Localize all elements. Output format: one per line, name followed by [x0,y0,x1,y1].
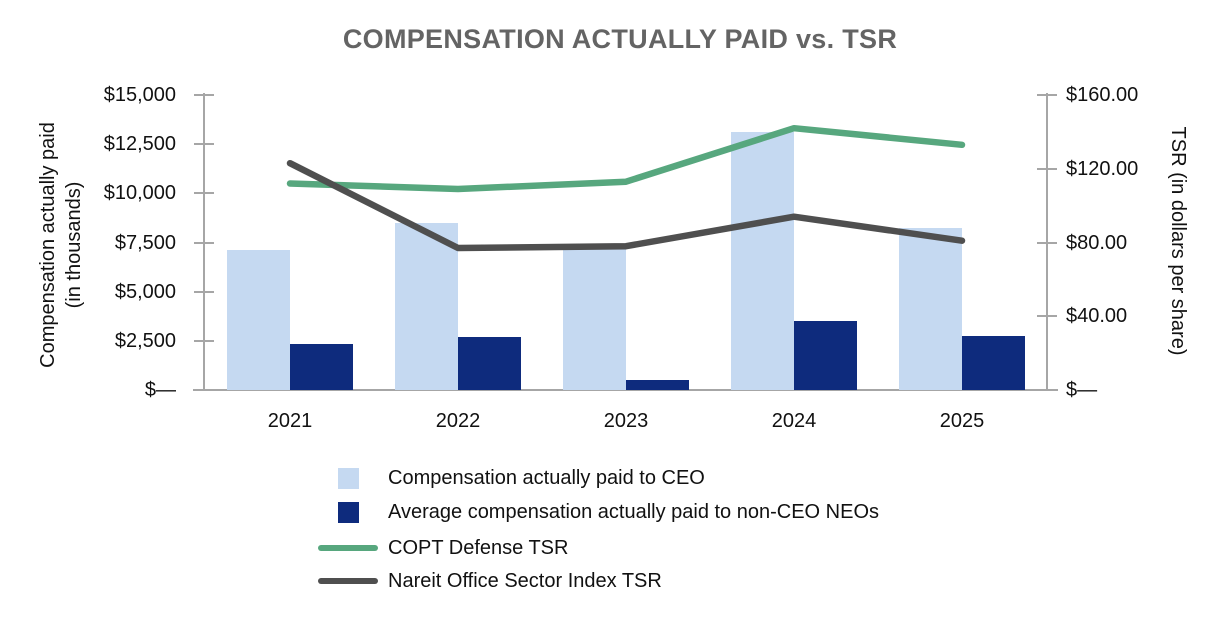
y-axis-right-label: $160.00 [1066,84,1139,106]
y-axis-left-label: $15,000 [103,84,176,106]
y-axis-left-tick [194,94,214,96]
y-axis-left-label: $7,500 [114,231,176,254]
line-series-copt-defense-tsr [286,124,966,193]
y-axis-left-tick [194,241,214,244]
y-axis-right-tick [1037,167,1057,170]
legend-item-neo: Average compensation actually paid to no… [318,500,879,524]
y-axis-right-label: $80.00 [1066,231,1128,254]
x-axis-label-2022: 2022 [435,410,481,432]
y-axis-right-label: $40.00 [1066,305,1128,328]
x-axis-label-2024: 2024 [771,410,817,432]
bar-neo-2021 [290,343,353,390]
legend-label-copt-tsr: COPT Defense TSR [388,537,569,559]
x-axis-label-2021: 2021 [267,410,313,432]
y-axis-right-tick [1037,389,1057,391]
y-axis-left-tick [194,192,214,195]
y-axis-left-tick [194,389,214,391]
legend-item-ceo: Compensation actually paid to CEO [318,466,705,490]
left-axis-title-line1: Compensation actually paid [37,122,59,368]
y-axis-left-label: $12,500 [103,133,176,156]
bar-ceo-2021 [227,250,290,390]
y-axis-right-tick [1037,241,1057,244]
legend-swatch-neo-bar [338,501,359,523]
x-axis-line [193,389,1058,391]
legend-label-ceo: Compensation actually paid to CEO [388,467,705,489]
legend-swatch-nareit-line [318,578,378,584]
bar-neo-2024 [794,321,857,390]
x-axis-label-2023: 2023 [603,410,649,432]
bar-ceo-2025 [899,227,962,390]
y-axis-left-label: $5,000 [114,280,176,303]
bar-ceo-2022 [395,222,458,390]
y-axis-left-tick [194,290,214,293]
chart-title: COMPENSATION ACTUALLY PAID vs. TSR [342,24,898,54]
legend-swatch-copt-line [318,545,378,551]
y-axis-left-tick [194,143,214,146]
y-axis-right-label: $120.00 [1066,157,1139,180]
y-axis-left-tick [194,339,214,342]
y-axis-right-tick [1037,94,1057,96]
y-axis-right-label: $— [1066,379,1098,401]
y-axis-left-label: $— [144,379,176,401]
bar-neo-2022 [458,336,521,390]
legend-swatch-ceo-bar [338,467,359,489]
bar-ceo-2024 [731,132,794,390]
bar-neo-2025 [962,335,1025,390]
legend-item-copt-tsr: COPT Defense TSR [318,536,568,560]
bar-neo-2023 [626,380,689,390]
legend-label-nareit-tsr: Nareit Office Sector Index TSR [388,570,662,592]
bar-ceo-2023 [563,247,626,390]
x-axis-label-2025: 2025 [939,410,985,432]
y-axis-left-label: $10,000 [103,182,176,205]
y-axis-right-tick [1037,315,1057,318]
y-axis-left-label: $2,500 [114,329,176,352]
line-series-nareit-office-sector-index-tsr [286,159,966,252]
legend-label-neo: Average compensation actually paid to no… [388,501,880,523]
legend-item-nareit-tsr: Nareit Office Sector Index TSR [318,569,662,593]
